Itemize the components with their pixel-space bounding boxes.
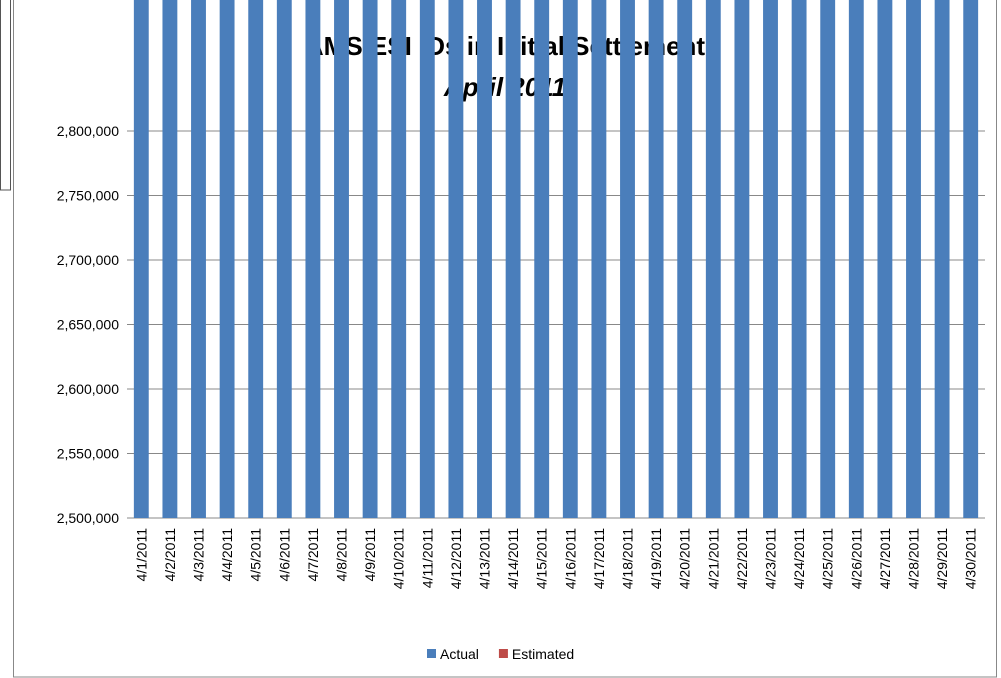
bar-segment	[248, 0, 264, 518]
x-tick-label: 4/4/2011	[219, 528, 235, 582]
bar-segment	[763, 0, 778, 518]
legend-label: Estimated	[512, 646, 574, 662]
legend-swatch	[427, 649, 436, 658]
legend-swatch	[498, 649, 508, 658]
x-tick-label: 4/23/2011	[763, 528, 779, 589]
y-tick-label: 2,550,000	[57, 446, 119, 462]
bar-segment	[334, 0, 349, 518]
x-tick-label: 4/27/2011	[877, 528, 893, 589]
bar-segment	[477, 0, 492, 518]
bar-segment	[906, 0, 921, 518]
x-tick-label: 4/16/2011	[562, 528, 578, 589]
x-tick-label: 4/8/2011	[334, 528, 350, 582]
y-tick-label: 2,600,000	[57, 381, 119, 397]
bar-segment	[705, 0, 721, 518]
bar-segment	[362, 0, 378, 518]
x-tick-label: 4/15/2011	[534, 528, 550, 589]
bar-segment	[934, 0, 950, 518]
x-tick-label: 4/6/2011	[276, 528, 292, 582]
x-tick-label: 4/21/2011	[705, 528, 721, 589]
bar-segment	[677, 0, 693, 518]
x-tick-label: 4/2/2011	[162, 528, 178, 582]
bar-segment	[620, 0, 635, 518]
y-tick-label: 2,750,000	[57, 188, 119, 204]
bar-segment	[591, 0, 607, 518]
bar-segment	[191, 0, 206, 518]
side-frame	[0, 0, 11, 191]
bar-segment	[276, 0, 292, 518]
x-tick-label: 4/3/2011	[191, 528, 207, 582]
x-tick-label: 4/9/2011	[362, 528, 378, 582]
x-tick-label: 4/29/2011	[934, 528, 950, 589]
bar-segment	[419, 0, 435, 518]
x-tick-label: 4/20/2011	[677, 528, 693, 589]
x-tick-label: 4/12/2011	[448, 528, 464, 589]
x-tick-label: 4/30/2011	[963, 528, 979, 589]
x-tick-label: 4/25/2011	[820, 528, 836, 589]
legend-label: Actual	[440, 646, 479, 662]
x-tick-label: 4/10/2011	[391, 528, 407, 589]
bar-segment	[219, 0, 235, 518]
y-tick-label: 2,650,000	[57, 317, 119, 333]
y-tick-label: 2,500,000	[57, 510, 119, 526]
bar-segment	[877, 0, 893, 518]
x-tick-label: 4/22/2011	[734, 528, 750, 589]
bar-segment	[963, 0, 979, 518]
y-tick-label: 2,800,000	[57, 123, 119, 139]
bar-segment	[133, 0, 149, 518]
bar-segment	[162, 0, 178, 518]
x-tick-label: 4/14/2011	[505, 528, 521, 589]
x-tick-label: 4/1/2011	[133, 528, 149, 582]
x-tick-label: 4/28/2011	[906, 528, 922, 589]
bar-segment	[734, 0, 750, 518]
bar-segment	[820, 0, 836, 518]
x-tick-label: 4/26/2011	[848, 528, 864, 589]
x-tick-label: 4/5/2011	[248, 528, 264, 582]
bar-segment	[534, 0, 550, 518]
x-tick-label: 4/13/2011	[477, 528, 493, 589]
bar-segment	[391, 0, 407, 518]
x-tick-label: 4/24/2011	[791, 528, 807, 589]
bar-segment	[848, 0, 864, 518]
bar-segment	[305, 0, 321, 518]
bar-segment	[505, 0, 521, 518]
x-tick-label: 4/17/2011	[591, 528, 607, 589]
x-tick-label: 4/11/2011	[419, 528, 435, 588]
bar-segment	[562, 0, 578, 518]
x-tick-label: 4/18/2011	[620, 528, 636, 589]
x-tick-label: 4/7/2011	[305, 528, 321, 582]
bar-segment	[448, 0, 464, 518]
bar-segment	[648, 0, 664, 518]
x-tick-label: 4/19/2011	[648, 528, 664, 589]
y-tick-label: 2,700,000	[57, 252, 119, 268]
bar-segment	[791, 0, 807, 518]
